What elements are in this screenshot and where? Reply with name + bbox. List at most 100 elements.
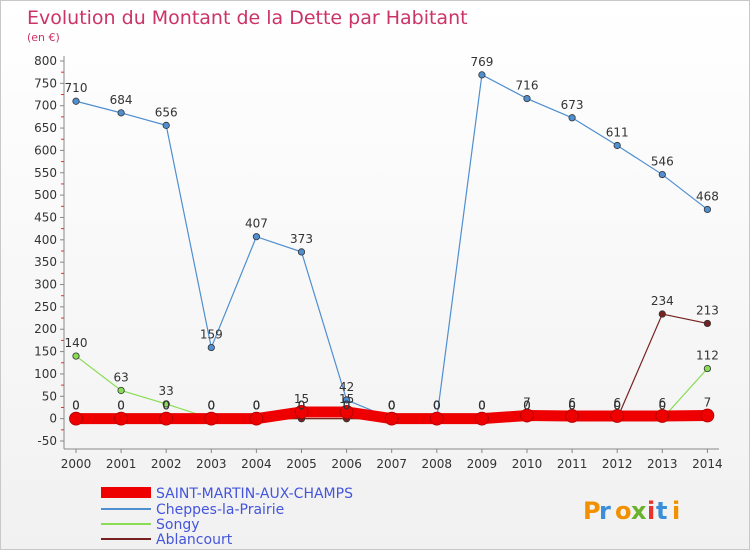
data-label: 42	[339, 380, 354, 394]
data-label: 7	[523, 396, 531, 410]
data-label: 159	[200, 328, 223, 342]
data-point	[117, 386, 125, 395]
x-tick-label: 2014	[692, 457, 723, 471]
data-label: 0	[478, 399, 486, 413]
y-tick-label: 650	[34, 121, 57, 135]
y-tick-label: 200	[34, 322, 57, 336]
y-tick-label: 600	[34, 143, 57, 157]
data-label: 373	[290, 232, 313, 246]
x-tick-label: 2000	[61, 457, 92, 471]
data-point	[655, 409, 670, 423]
data-label: 656	[155, 105, 178, 119]
x-tick-label: 2009	[467, 457, 498, 471]
data-point	[478, 71, 486, 79]
series-1	[72, 71, 712, 423]
x-tick-label: 2008	[422, 457, 453, 471]
data-label: 0	[207, 399, 215, 413]
data-point	[565, 409, 579, 423]
y-tick-label: 450	[34, 210, 57, 224]
data-label: 33	[159, 384, 174, 398]
data-label: 769	[470, 55, 493, 69]
data-point	[342, 396, 351, 404]
data-label: 0	[568, 399, 576, 413]
data-point	[249, 411, 264, 426]
data-label: 0	[117, 399, 125, 413]
x-tick-label: 2006	[331, 457, 362, 471]
data-point	[114, 411, 128, 426]
data-point	[429, 411, 444, 426]
legend-label: SAINT-MARTIN-AUX-CHAMPS	[156, 486, 353, 502]
data-label: 0	[433, 399, 441, 413]
data-point	[339, 405, 354, 419]
logo-letter: i	[647, 497, 655, 525]
data-label: 0	[162, 399, 170, 413]
data-label: 15	[294, 392, 309, 406]
axes: -500501001502002503003504004505005506006…	[34, 54, 723, 471]
logo-letter: P	[583, 497, 601, 525]
y-tick-label: 0	[49, 412, 57, 426]
series-layer	[69, 71, 715, 426]
data-label: 407	[245, 217, 268, 231]
data-point	[613, 141, 621, 150]
data-label: 0	[433, 399, 441, 413]
y-tick-label: 250	[34, 300, 57, 314]
data-point	[69, 411, 83, 426]
y-tick-label: 400	[34, 233, 57, 247]
data-point	[703, 319, 712, 328]
logo-letter: r	[599, 497, 611, 525]
chart-subtitle: (en €)	[27, 31, 60, 44]
data-label: 0	[658, 399, 666, 413]
logo-letter: o	[615, 497, 632, 525]
data-label: 6	[613, 396, 621, 410]
y-tick-label: 500	[34, 188, 57, 202]
series-0	[69, 405, 715, 426]
data-label: 0	[478, 399, 486, 413]
data-point	[568, 114, 576, 122]
data-label: 0	[207, 399, 215, 413]
x-tick-label: 2001	[106, 457, 137, 471]
x-tick-label: 2005	[286, 457, 317, 471]
data-point	[297, 248, 306, 256]
x-tick-label: 2003	[196, 457, 227, 471]
y-tick-label: 800	[34, 54, 57, 68]
data-label: 0	[568, 399, 576, 413]
data-label: 0	[253, 399, 261, 413]
data-label: 0	[207, 399, 215, 413]
x-tick-label: 2002	[151, 457, 182, 471]
data-label: 0	[343, 399, 351, 413]
data-label: 112	[696, 349, 719, 363]
data-point	[703, 364, 712, 373]
data-label: 0	[117, 399, 125, 413]
data-label: 710	[65, 81, 88, 95]
data-label: 0	[433, 399, 441, 413]
data-point	[207, 343, 215, 352]
x-tick-label: 2004	[241, 457, 272, 471]
data-label: 0	[253, 399, 261, 413]
data-label: 0	[72, 399, 80, 413]
data-point	[474, 411, 489, 426]
legend-label: Cheppes-la-Prairie	[156, 502, 284, 518]
data-label: 716	[516, 79, 539, 93]
data-label: 611	[606, 125, 629, 139]
data-label: 0	[388, 399, 396, 413]
x-tick-label: 2012	[602, 457, 633, 471]
data-label: 0	[523, 399, 531, 413]
logo-letter: i	[672, 497, 680, 525]
legend-swatch	[101, 487, 151, 498]
data-label: 0	[433, 399, 441, 413]
data-label: 468	[696, 189, 719, 203]
data-point	[252, 233, 260, 241]
y-tick-label: 100	[34, 367, 57, 381]
data-point	[159, 411, 174, 426]
data-point	[117, 109, 125, 117]
x-tick-label: 2013	[647, 457, 678, 471]
y-tick-label: 350	[34, 255, 57, 269]
data-point	[703, 205, 712, 214]
data-point	[523, 94, 531, 103]
data-point	[162, 121, 170, 129]
data-point	[294, 405, 309, 419]
y-tick-label: -50	[37, 434, 57, 448]
legend-label: Songy	[156, 517, 200, 533]
